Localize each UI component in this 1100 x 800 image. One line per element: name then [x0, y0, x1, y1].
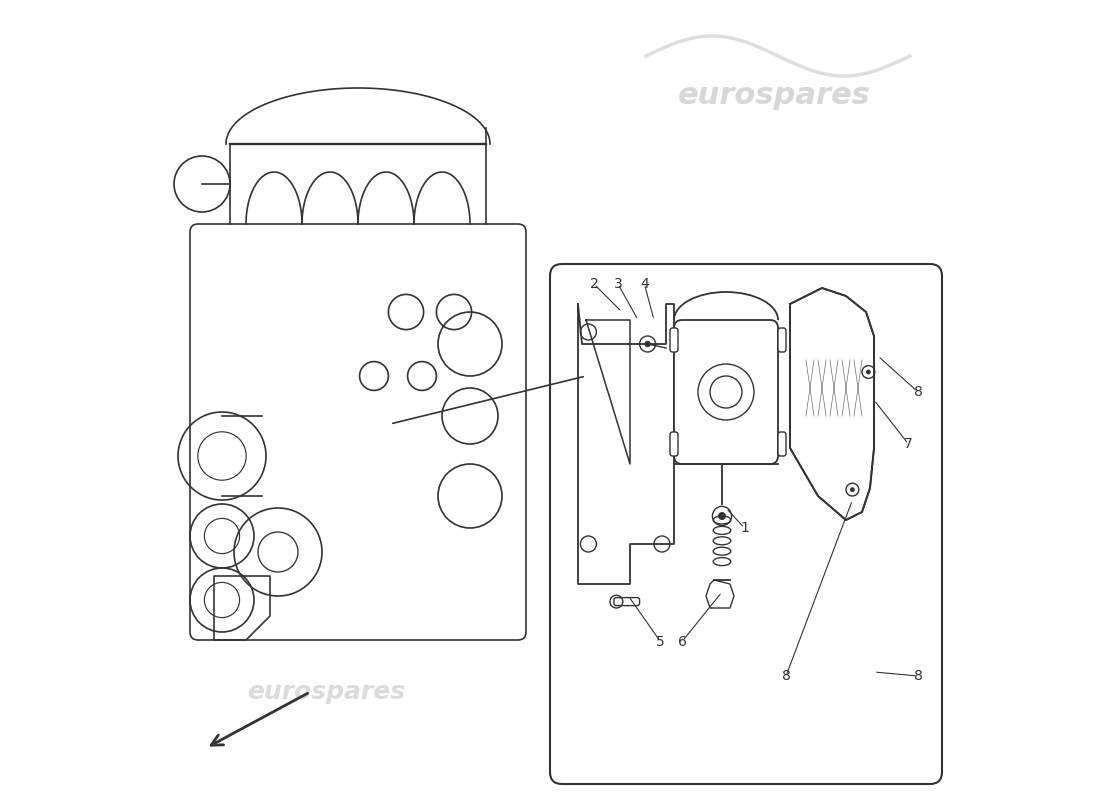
Circle shape — [866, 370, 871, 374]
Text: eurospares: eurospares — [656, 534, 796, 554]
Text: 2: 2 — [590, 277, 598, 291]
Ellipse shape — [713, 537, 730, 545]
FancyBboxPatch shape — [778, 328, 786, 352]
Text: 8: 8 — [914, 385, 923, 399]
Ellipse shape — [713, 547, 730, 555]
Circle shape — [718, 512, 726, 520]
Text: 6: 6 — [678, 634, 686, 649]
Text: 1: 1 — [740, 521, 749, 535]
Ellipse shape — [713, 558, 730, 566]
Ellipse shape — [713, 526, 730, 534]
FancyBboxPatch shape — [614, 598, 639, 606]
Text: 8: 8 — [914, 669, 923, 683]
FancyBboxPatch shape — [674, 320, 778, 464]
Polygon shape — [790, 288, 874, 520]
Text: 8: 8 — [782, 669, 791, 683]
Text: eurospares: eurospares — [246, 680, 405, 704]
Text: eurospares: eurospares — [678, 82, 870, 110]
Circle shape — [645, 341, 651, 347]
FancyBboxPatch shape — [778, 432, 786, 456]
FancyBboxPatch shape — [550, 264, 942, 784]
FancyBboxPatch shape — [670, 432, 678, 456]
Ellipse shape — [713, 516, 730, 524]
Text: 5: 5 — [656, 634, 664, 649]
FancyBboxPatch shape — [670, 328, 678, 352]
Text: 4: 4 — [640, 277, 649, 291]
Text: 3: 3 — [614, 277, 623, 291]
Text: 7: 7 — [904, 437, 913, 451]
Circle shape — [850, 487, 855, 492]
